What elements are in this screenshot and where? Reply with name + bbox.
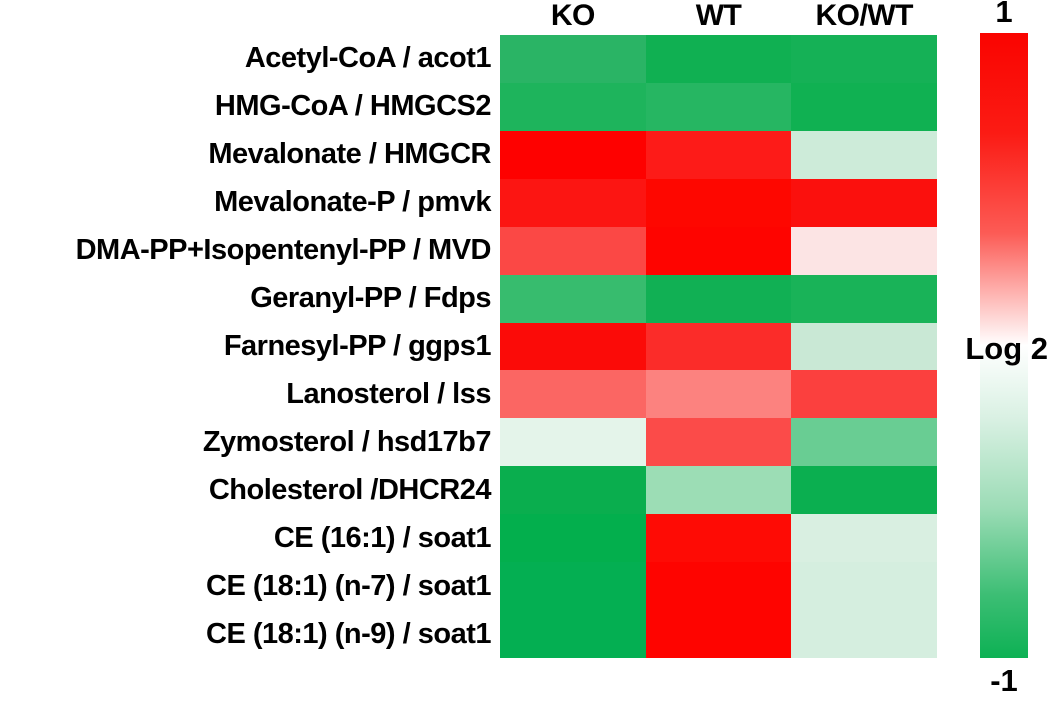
heatmap-cell	[500, 562, 646, 611]
heatmap-cell	[645, 130, 792, 179]
row-label: Farnesyl-PP / ggps1	[223, 329, 492, 362]
heatmap-cell	[791, 514, 937, 563]
heatmap-cell	[500, 466, 646, 515]
heatmap-cell	[791, 274, 937, 323]
heatmap-cell	[645, 178, 792, 227]
heatmap-cell	[791, 35, 937, 83]
heatmap-grid	[500, 35, 937, 658]
heatmap-cell	[500, 82, 646, 131]
heatmap-cell	[791, 226, 937, 275]
heatmap-cell	[645, 274, 792, 323]
row-label: Geranyl-PP / Fdps	[250, 282, 491, 315]
heatmap-cell	[645, 226, 792, 275]
heatmap-cell	[500, 322, 646, 371]
row-label: Lanosterol / lss	[286, 377, 491, 410]
heatmap-cell	[500, 370, 646, 419]
row-label: Cholesterol /DHCR24	[208, 473, 492, 506]
row-label: HMG-CoA / HMGCS2	[214, 90, 492, 123]
heatmap-cell	[645, 562, 792, 611]
heatmap-cell	[500, 418, 646, 467]
heatmap-cell	[791, 418, 937, 467]
row-label: CE (18:1) (n-7) / soat1	[206, 569, 492, 602]
heatmap-cell	[791, 178, 937, 227]
heatmap-cell	[500, 35, 646, 83]
heatmap-cell	[645, 82, 792, 131]
heatmap-cell	[500, 226, 646, 275]
column-header-wt: WT	[695, 0, 742, 32]
row-label: DMA-PP+Isopentenyl-PP / MVD	[75, 234, 492, 267]
heatmap-cell	[645, 418, 792, 467]
colorbar-axis-label: Log 2	[965, 331, 1048, 366]
row-label: Mevalonate-P / pmvk	[214, 186, 491, 219]
heatmap-cell	[791, 466, 937, 515]
heatmap-cell	[645, 370, 792, 419]
row-label: Mevalonate / HMGCR	[208, 138, 491, 171]
column-header-ko-wt: KO/WT	[815, 0, 913, 32]
heatmap-cell	[791, 610, 937, 658]
colorbar-max-label: 1	[995, 0, 1013, 29]
heatmap-cell	[791, 370, 937, 419]
colorbar-gradient	[980, 33, 1028, 658]
row-label: Zymosterol / hsd17b7	[202, 425, 492, 458]
column-header-ko: KO	[550, 0, 595, 32]
colorbar-min-label: -1	[990, 663, 1018, 698]
row-labels: Acetyl-CoA / acot1 HMG-CoA / HMGCS2 Mevalo…	[0, 35, 494, 658]
heatmap-cell	[500, 130, 646, 179]
heatmap-cell	[791, 82, 937, 131]
heatmap-cell	[500, 178, 646, 227]
row-label: Acetyl-CoA / acot1	[244, 42, 492, 75]
heatmap-cell	[645, 322, 792, 371]
heatmap-cell	[791, 562, 937, 611]
column-headers: KO WT KO/WT	[500, 0, 937, 33]
row-label: CE (16:1) / soat1	[273, 521, 492, 554]
heatmap-cell	[645, 466, 792, 515]
heatmap-cell	[645, 514, 792, 563]
heatmap-cell	[500, 610, 646, 658]
heatmap-cell	[645, 610, 792, 658]
heatmap-cell	[791, 130, 937, 179]
heatmap-cell	[645, 35, 792, 83]
heatmap-cell	[500, 514, 646, 563]
heatmap-cell	[791, 322, 937, 371]
row-label: CE (18:1) (n-9) / soat1	[206, 617, 492, 650]
heatmap-cell	[500, 274, 646, 323]
